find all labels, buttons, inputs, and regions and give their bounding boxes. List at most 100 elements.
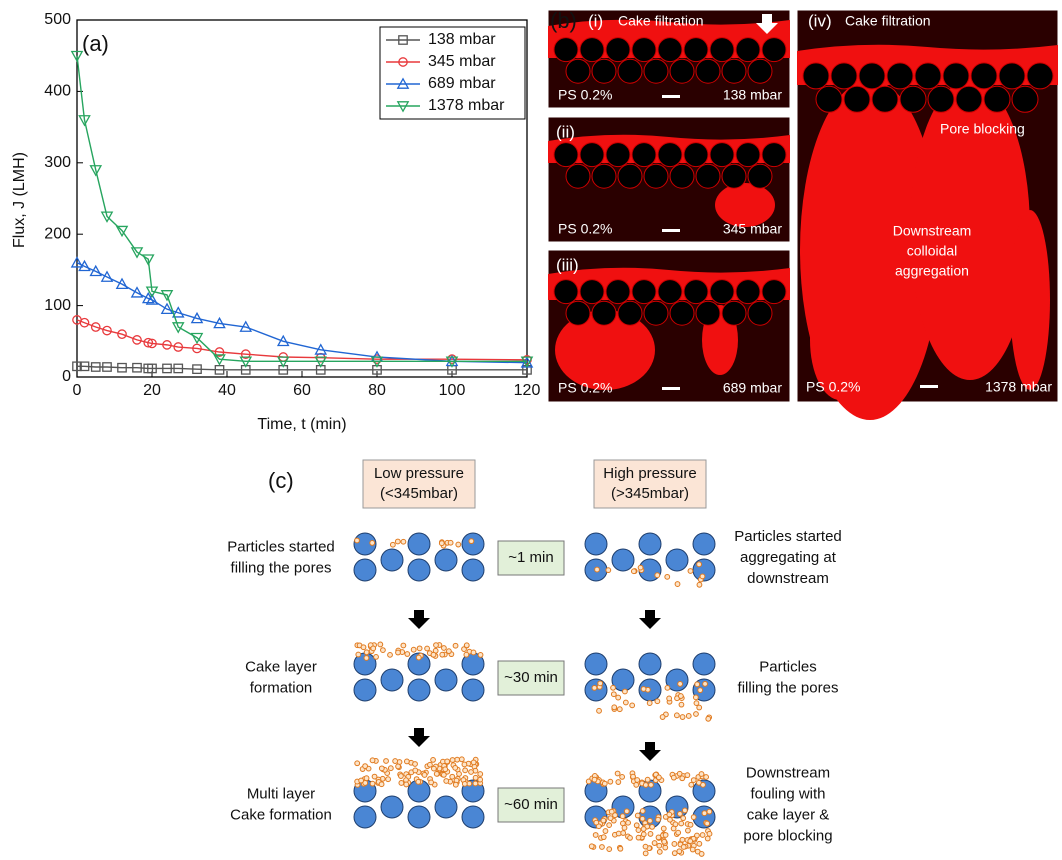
colloid — [401, 539, 406, 544]
colloid — [478, 653, 483, 658]
pore-particle — [408, 806, 430, 828]
colloid — [665, 574, 670, 579]
pore-particle — [381, 669, 403, 691]
header: (>345mbar) — [611, 485, 689, 502]
colloid — [608, 816, 613, 821]
y-tick-label: 500 — [44, 11, 71, 28]
colloid — [393, 759, 398, 764]
x-tick-label: 60 — [293, 382, 311, 399]
pore-particle — [887, 63, 913, 89]
pore-particle — [639, 533, 661, 555]
colloid — [635, 813, 640, 818]
colloid — [682, 808, 687, 813]
colloid — [650, 824, 655, 829]
colloid — [640, 809, 645, 814]
colloid — [603, 829, 608, 834]
colloid — [378, 642, 383, 647]
schematic: ~1 minParticles startedfilling the pores… — [227, 528, 842, 856]
pore-particle — [580, 38, 604, 62]
colloid — [688, 839, 693, 844]
pore-particle — [684, 280, 708, 304]
colloid — [656, 775, 661, 780]
pore-particle — [999, 63, 1025, 89]
concentration: PS 0.2% — [806, 379, 860, 395]
pore-particle — [971, 63, 997, 89]
colloid — [457, 772, 462, 777]
colloid — [396, 764, 401, 769]
colloid — [680, 837, 685, 842]
colloid — [641, 687, 646, 692]
colloid — [428, 762, 433, 767]
colloid — [665, 685, 670, 690]
colloid — [364, 776, 369, 781]
pore-particle — [658, 38, 682, 62]
colloid — [671, 826, 676, 831]
pore-particle — [670, 301, 694, 325]
colloid — [359, 778, 364, 783]
pore-particle — [554, 38, 578, 62]
colloid — [471, 760, 476, 765]
row-label: filling the pores — [738, 679, 839, 696]
colloid — [707, 831, 712, 836]
colloid — [456, 542, 461, 547]
row-label: aggregating at — [740, 549, 837, 566]
pore-particle — [710, 38, 734, 62]
colloid — [703, 682, 708, 687]
colloid — [628, 835, 633, 840]
colloid — [643, 783, 648, 788]
colloid — [623, 689, 628, 694]
pore-particle — [462, 533, 484, 555]
colloid — [690, 847, 695, 852]
pore-particle — [462, 559, 484, 581]
panel-label: (ii) — [556, 122, 575, 141]
colloid — [667, 696, 672, 701]
colloid — [413, 762, 418, 767]
colloid — [667, 812, 672, 817]
concentration: PS 0.2% — [558, 380, 612, 396]
arrow — [408, 610, 430, 629]
pore-particle — [762, 143, 786, 167]
colloid — [469, 539, 474, 544]
colloid — [434, 771, 439, 776]
colloid — [631, 569, 636, 574]
colloid — [440, 652, 445, 657]
colloid — [675, 582, 680, 587]
colloid — [455, 757, 460, 762]
colloid — [593, 833, 598, 838]
pore-particle — [612, 549, 634, 571]
colloid — [686, 828, 691, 833]
colloid — [453, 643, 458, 648]
colloid — [656, 835, 661, 840]
annotation: Pore blocking — [940, 121, 1025, 137]
annotation: colloidal — [907, 243, 958, 259]
row-label: Cake formation — [230, 806, 332, 823]
colloid — [677, 849, 682, 854]
colloid — [411, 647, 416, 652]
colloid — [386, 777, 391, 782]
pore-particle — [644, 301, 668, 325]
colloid — [678, 811, 683, 816]
colloid — [602, 781, 607, 786]
colloid — [416, 655, 421, 660]
colloid — [404, 759, 409, 764]
colloid — [607, 847, 612, 852]
colloid — [671, 775, 676, 780]
x-tick-label: 40 — [218, 382, 236, 399]
colloid — [413, 768, 418, 773]
row-label: Multi layer — [247, 785, 315, 802]
header: High pressure — [603, 465, 696, 482]
pore-particle — [670, 164, 694, 188]
colloid — [662, 839, 667, 844]
colloid — [688, 822, 693, 827]
row-label: formation — [250, 679, 313, 696]
colloid — [441, 646, 446, 651]
colloid — [401, 643, 406, 648]
colloid — [431, 652, 436, 657]
colloid — [697, 582, 702, 587]
colloid — [594, 820, 599, 825]
colloid — [694, 701, 699, 706]
colloid — [462, 762, 467, 767]
pore-particle — [408, 533, 430, 555]
colloid — [609, 809, 614, 814]
colloid — [630, 703, 635, 708]
